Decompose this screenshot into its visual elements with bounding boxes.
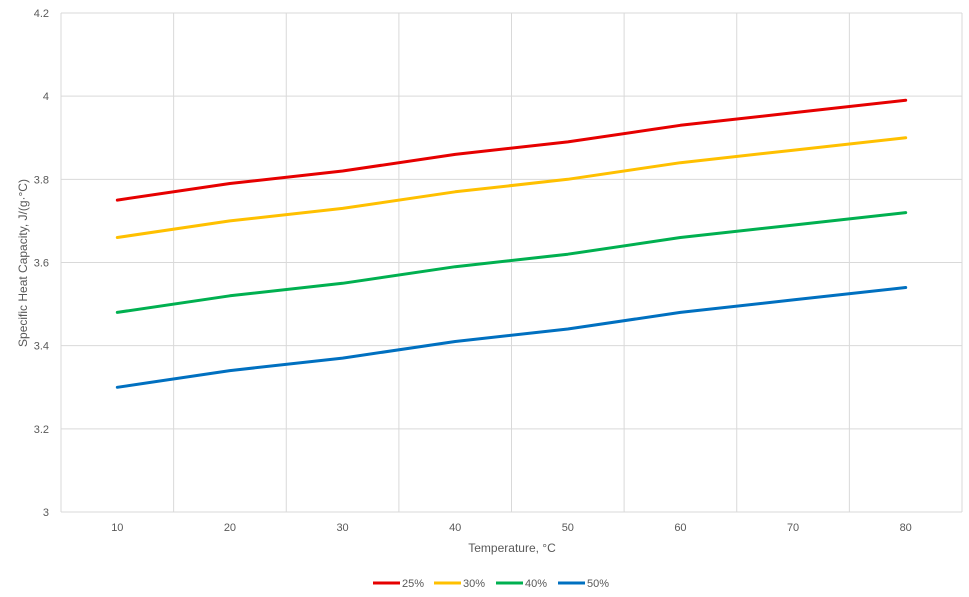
y-tick-label: 4: [43, 91, 49, 103]
y-axis-tick-labels: 3 3.2 3.4 3.6 3.8 4 4.2: [34, 8, 49, 519]
legend-label: 25%: [402, 578, 424, 590]
x-axis-title: Temperature, °C: [468, 541, 556, 555]
y-tick-label: 3.2: [34, 424, 49, 436]
x-tick-label: 80: [900, 522, 912, 534]
series-lines: [115, 98, 908, 389]
series-line-50pct: [115, 286, 908, 389]
y-tick-label: 3.8: [34, 174, 49, 186]
gridlines: [60, 12, 963, 513]
legend-label: 50%: [587, 578, 609, 590]
legend: 25% 30% 40% 50%: [373, 578, 609, 590]
y-tick-label: 4.2: [34, 8, 49, 20]
x-tick-label: 20: [224, 522, 236, 534]
legend-label: 40%: [525, 578, 547, 590]
y-tick-label: 3.6: [34, 258, 49, 270]
y-tick-label: 3: [43, 507, 49, 519]
x-tick-label: 50: [562, 522, 574, 534]
series-line-25pct: [115, 98, 908, 202]
y-axis-title: Specific Heat Capacity, J/(g·°C): [16, 179, 30, 347]
series-line-40pct: [115, 211, 908, 314]
x-tick-label: 70: [787, 522, 799, 534]
x-axis-tick-labels: 10 20 30 40 50 60 70 80: [111, 522, 912, 534]
y-tick-label: 3.4: [34, 341, 49, 353]
x-tick-label: 40: [449, 522, 461, 534]
x-tick-label: 60: [674, 522, 686, 534]
series-line-30pct: [115, 136, 908, 239]
x-tick-label: 10: [111, 522, 123, 534]
x-tick-label: 30: [336, 522, 348, 534]
legend-label: 30%: [463, 578, 485, 590]
